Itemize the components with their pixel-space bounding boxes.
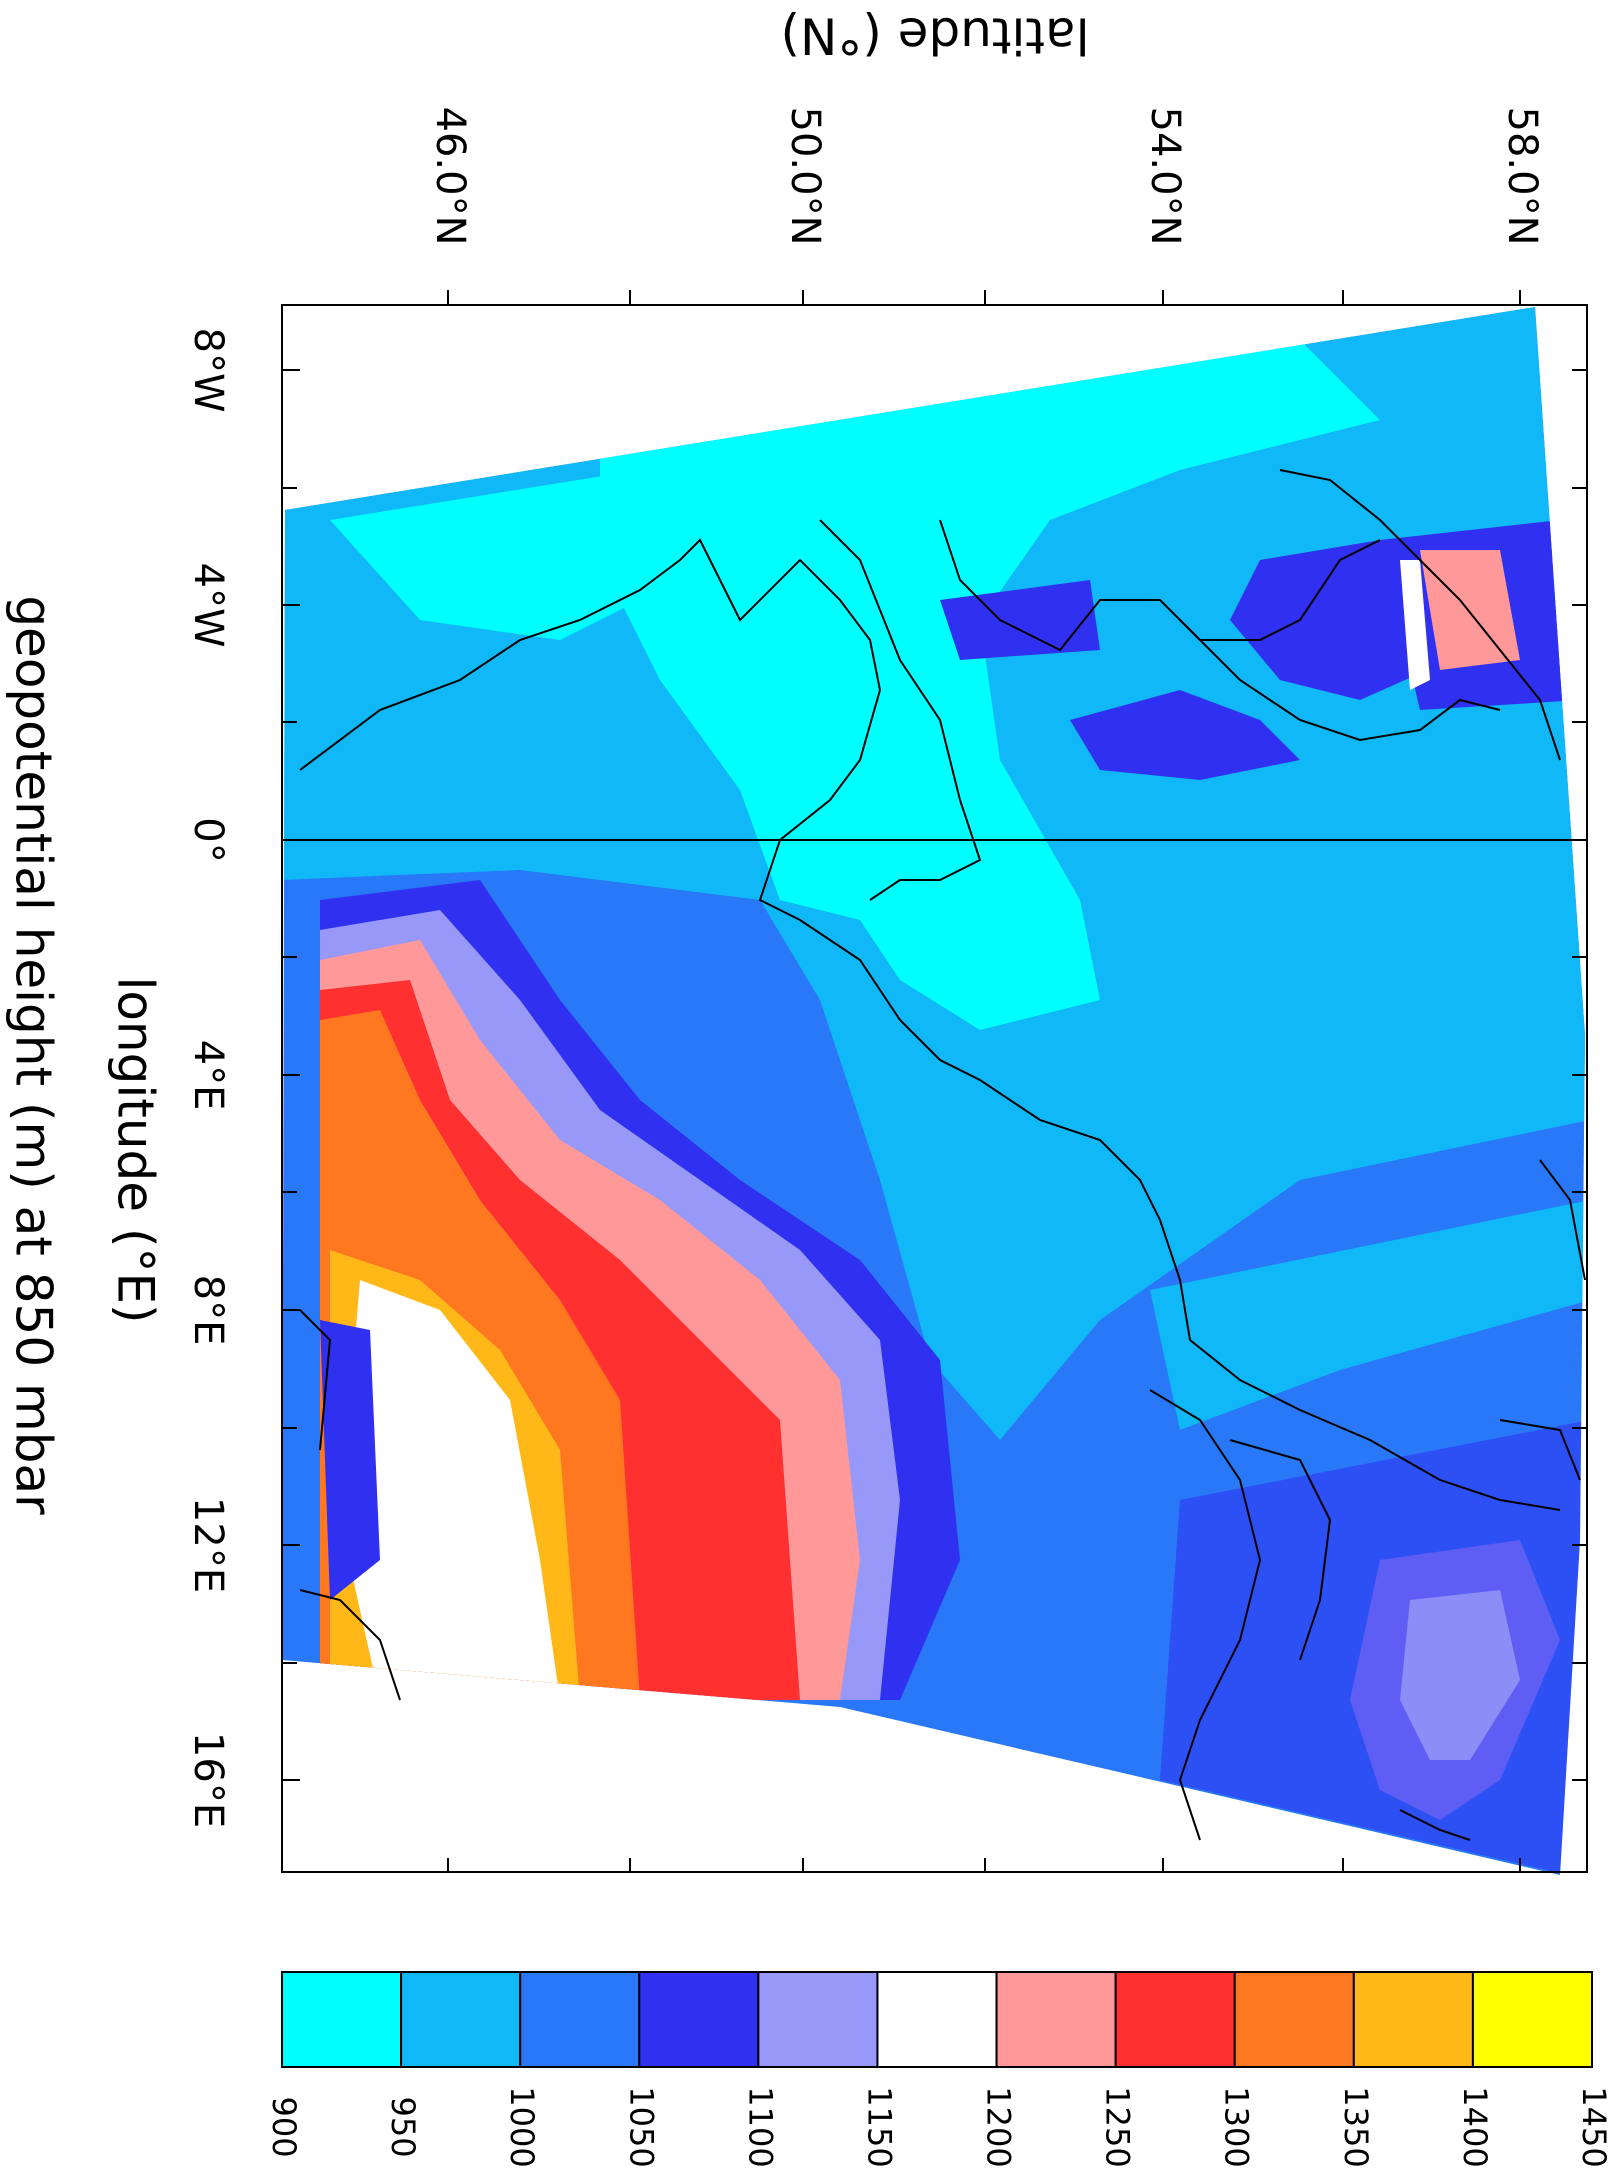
- colorbar-swatch: [1114, 1971, 1236, 2068]
- colorbar-level-label: 1250: [1099, 2086, 1137, 2167]
- longitude-tick-labels: 8°W 4°W 0° 4°E 8°E 12°E 16°E: [185, 328, 231, 1829]
- colorbar-swatch: [1352, 1971, 1474, 2068]
- longitude-axis-title: longitude (°E): [107, 976, 165, 1323]
- band-1150-1200: [340, 1280, 560, 1700]
- colorbar-level-label: 1400: [1456, 2086, 1494, 2167]
- colorbar-level-label: 1000: [503, 2086, 541, 2167]
- colorbar-swatch: [876, 1971, 998, 2068]
- longitude-tick-label: 0°: [185, 817, 231, 862]
- colorbar-swatch: [519, 1971, 641, 2068]
- longitude-tick-label: 4°E: [185, 1040, 231, 1111]
- colorbar: [281, 1971, 1593, 2068]
- longitude-tick-label: 4°W: [185, 563, 231, 648]
- colorbar-labels: 900 950 1000 1050 1100 1150 1200 1250 1300 1350 14…: [265, 2086, 1613, 2167]
- colorbar-swatch: [638, 1971, 760, 2068]
- colorbar-level-label: 1450: [1575, 2086, 1613, 2167]
- colorbar-level-label: 1150: [860, 2086, 898, 2167]
- latitude-ticks: [447, 290, 1521, 1872]
- longitude-ticks: [282, 369, 1587, 1781]
- latitude-tick-label: 58.0°N: [1499, 107, 1545, 246]
- colorbar-swatch: [281, 1971, 403, 2068]
- coastlines: [299, 469, 1586, 1841]
- map-border: [281, 304, 1588, 1873]
- colorbar-swatch: [1233, 1971, 1355, 2068]
- colorbar-level-label: 1050: [622, 2086, 660, 2167]
- colorbar-swatch: [1471, 1971, 1593, 2068]
- latitude-tick-label: 50.0°N: [782, 107, 828, 246]
- colorbar-swatch: [757, 1971, 879, 2068]
- colorbar-level-label: 1300: [1218, 2086, 1256, 2167]
- longitude-tick-label: 16°E: [185, 1732, 231, 1828]
- colorbar-level-label: 1200: [980, 2086, 1018, 2167]
- colorbar-swatch: [400, 1971, 522, 2068]
- colorbar-level-label: 1100: [741, 2086, 779, 2167]
- latitude-axis-title: latitude (°N): [780, 7, 1089, 65]
- latitude-tick-label: 46.0°N: [427, 107, 473, 246]
- band-900-950: [600, 340, 1380, 1030]
- colorbar-level-label: 1350: [1337, 2086, 1375, 2167]
- longitude-tick-label: 8°W: [185, 328, 231, 413]
- colorbar-level-label: 950: [384, 2096, 422, 2157]
- colorbar-level-label: 900: [265, 2096, 303, 2157]
- height-field: [282, 307, 1585, 1875]
- longitude-tick-label: 12°E: [185, 1497, 231, 1593]
- field-title: geopotential height (m) at 850 mbar: [5, 595, 63, 1515]
- latitude-tick-label: 54.0°N: [1142, 107, 1188, 246]
- latitude-tick-labels: 46.0°N 50.0°N 54.0°N 58.0°N: [427, 107, 1545, 246]
- longitude-tick-label: 8°E: [185, 1275, 231, 1346]
- colorbar-swatch: [995, 1971, 1117, 2068]
